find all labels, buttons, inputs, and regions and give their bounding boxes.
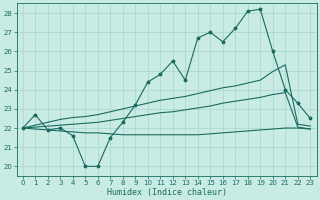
X-axis label: Humidex (Indice chaleur): Humidex (Indice chaleur) <box>107 188 227 197</box>
